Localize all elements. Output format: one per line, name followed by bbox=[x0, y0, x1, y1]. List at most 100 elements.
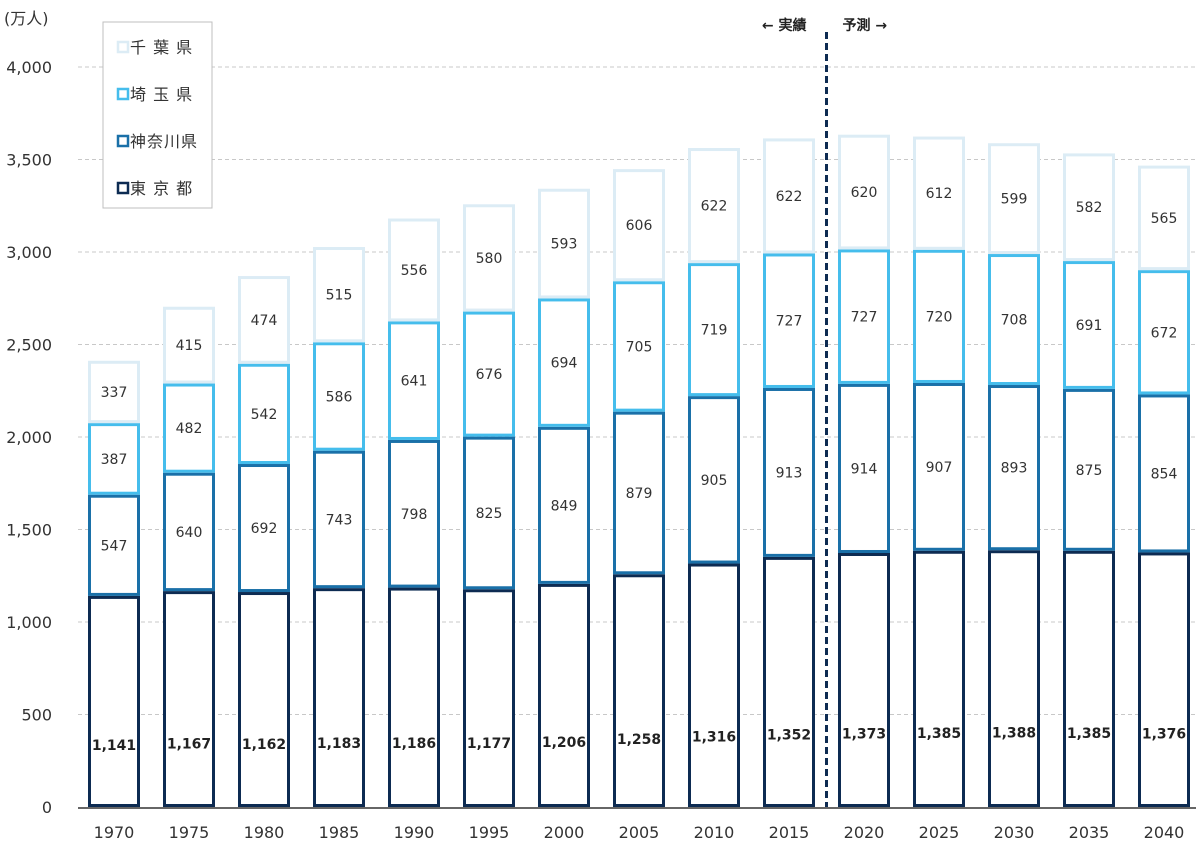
bar-segment bbox=[1063, 153, 1115, 262]
bar-segment bbox=[988, 385, 1040, 551]
bar-segment bbox=[838, 552, 890, 807]
y-tick-label: 2,000 bbox=[6, 428, 52, 447]
legend-swatch bbox=[116, 181, 130, 195]
x-tick-label: 1975 bbox=[169, 823, 210, 842]
bar-segment bbox=[88, 494, 140, 596]
x-tick-label: 1985 bbox=[319, 823, 360, 842]
data-label: 582 bbox=[1076, 200, 1103, 216]
data-label: 854 bbox=[1151, 466, 1178, 482]
bar-segment bbox=[613, 574, 665, 808]
data-label: 640 bbox=[176, 525, 203, 541]
x-tick-label: 2040 bbox=[1144, 823, 1185, 842]
forecast-label: 予測 → bbox=[843, 17, 888, 34]
data-label: 565 bbox=[1151, 211, 1178, 227]
x-tick-label: 1980 bbox=[244, 823, 285, 842]
data-label: 474 bbox=[251, 313, 278, 329]
data-label: 482 bbox=[176, 421, 203, 437]
bar-segment bbox=[313, 588, 365, 808]
data-label: 612 bbox=[926, 186, 953, 202]
y-axis-unit-label: (万人) bbox=[4, 9, 49, 28]
bar-segment bbox=[763, 138, 815, 254]
data-label: 914 bbox=[851, 461, 878, 477]
data-label: 708 bbox=[1001, 313, 1028, 329]
data-label: 1,373 bbox=[842, 726, 886, 742]
bar-segment bbox=[238, 276, 290, 364]
y-tick-label: 3,000 bbox=[6, 243, 52, 262]
bar-segment bbox=[838, 383, 890, 553]
bar-segment bbox=[388, 321, 440, 440]
x-tick-label: 2015 bbox=[769, 823, 810, 842]
data-label: 415 bbox=[176, 338, 203, 354]
bar-segment bbox=[163, 306, 215, 384]
data-label: 641 bbox=[401, 374, 428, 390]
data-label: 672 bbox=[1151, 325, 1178, 341]
data-label: 556 bbox=[401, 263, 428, 279]
bar-segment bbox=[988, 143, 1040, 255]
bar-segment bbox=[163, 383, 215, 473]
legend-label: 埼 玉 県 bbox=[130, 85, 193, 104]
bar-segment bbox=[913, 249, 965, 383]
actual-label: ← 実績 bbox=[762, 17, 807, 34]
bar-segment bbox=[613, 281, 665, 412]
bar-segment bbox=[688, 396, 740, 564]
legend-swatch bbox=[116, 134, 130, 148]
data-label: 1,385 bbox=[917, 726, 961, 742]
data-label: 599 bbox=[1001, 192, 1028, 208]
data-label: 593 bbox=[551, 237, 578, 253]
data-label: 720 bbox=[926, 309, 953, 325]
bar-segment bbox=[688, 563, 740, 807]
bar-segment bbox=[163, 472, 215, 592]
bar-segment bbox=[388, 218, 440, 322]
x-axis: 1970 1975 1980 1985 1990 1995 2000 2005 2010 2015… bbox=[78, 807, 1196, 842]
bar-segment bbox=[238, 363, 290, 465]
x-tick-label: 2025 bbox=[919, 823, 960, 842]
legend-label: 東 京 都 bbox=[130, 179, 193, 198]
bar-segment bbox=[613, 411, 665, 575]
x-tick-label: 2010 bbox=[694, 823, 735, 842]
data-label: 547 bbox=[101, 538, 128, 554]
y-tick-label: 1,000 bbox=[6, 613, 52, 632]
bar-segment bbox=[88, 360, 140, 424]
bar-segment bbox=[913, 382, 965, 551]
data-label: 1,206 bbox=[542, 735, 586, 751]
data-label: 606 bbox=[626, 218, 653, 234]
x-tick-label: 2030 bbox=[994, 823, 1035, 842]
data-label: 913 bbox=[776, 465, 803, 481]
x-tick-label: 2020 bbox=[844, 823, 885, 842]
y-axis: 0 500 1,000 1,500 2,000 2,500 3,000 3,500 4,000 bbox=[6, 58, 52, 817]
data-label: 387 bbox=[101, 452, 128, 468]
data-label: 691 bbox=[1076, 318, 1103, 334]
data-label: 337 bbox=[101, 385, 128, 401]
bar-segment bbox=[988, 550, 1040, 807]
bar-segment bbox=[613, 169, 665, 282]
data-label: 1,258 bbox=[617, 732, 661, 748]
bar-segment bbox=[913, 550, 965, 808]
bar-segment bbox=[538, 426, 590, 584]
x-tick-label: 2000 bbox=[544, 823, 585, 842]
bar-segment bbox=[763, 387, 815, 557]
x-tick-label: 1990 bbox=[394, 823, 435, 842]
data-label: 727 bbox=[776, 314, 803, 330]
y-tick-label: 0 bbox=[42, 798, 52, 817]
data-label: 1,183 bbox=[317, 736, 361, 752]
bar-segment bbox=[1138, 165, 1190, 271]
bar-segment bbox=[463, 204, 515, 312]
bar-segment bbox=[463, 436, 515, 590]
data-label: 580 bbox=[476, 251, 503, 267]
bar-segment bbox=[988, 254, 1040, 386]
x-tick-label: 1995 bbox=[469, 823, 510, 842]
bar-segment bbox=[1063, 388, 1115, 551]
bar-segment bbox=[1138, 552, 1190, 807]
bar-segment bbox=[763, 253, 815, 388]
data-label: 622 bbox=[776, 189, 803, 205]
y-tick-label: 1,500 bbox=[6, 521, 52, 540]
data-label: 692 bbox=[251, 521, 278, 537]
legend-label: 千 葉 県 bbox=[130, 38, 193, 57]
legend-swatch bbox=[116, 40, 130, 54]
bar-segment bbox=[238, 592, 290, 808]
data-label: 1,141 bbox=[92, 738, 136, 754]
data-label: 743 bbox=[326, 512, 353, 528]
bar-segment bbox=[913, 136, 965, 250]
y-tick-label: 2,500 bbox=[6, 336, 52, 355]
